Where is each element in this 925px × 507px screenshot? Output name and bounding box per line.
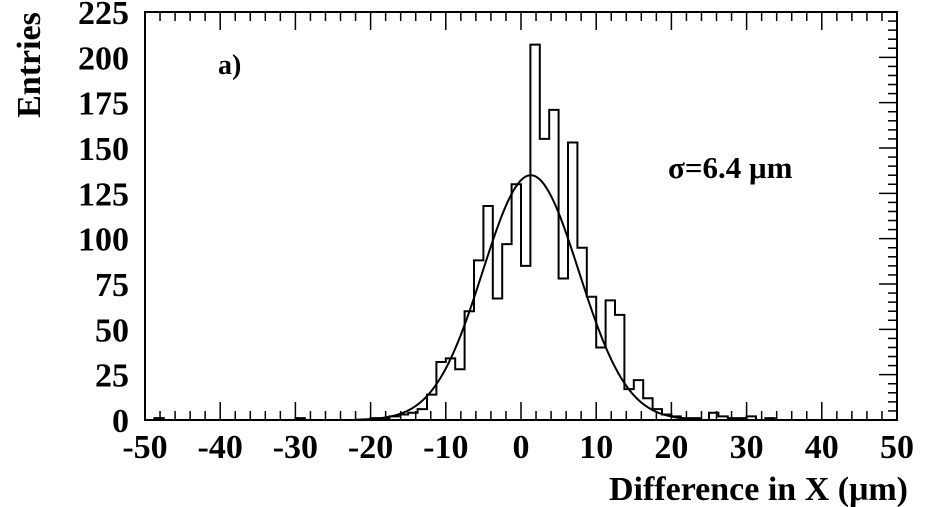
histogram-bin [521, 266, 530, 420]
x-tick-label: 30 [730, 429, 764, 466]
tick-labels: -50 -40 -30 -20 -10 0 10 20 30 40 50 0 25 50 75 100 125 1… [78, 0, 914, 466]
y-tick-label: 100 [78, 222, 129, 259]
histogram-bin [549, 110, 558, 420]
y-tick-label: 75 [95, 267, 129, 304]
histogram-bin [493, 299, 502, 420]
y-tick-label: 150 [78, 131, 129, 168]
y-axis-label: Entries [11, 12, 48, 118]
x-tick-label: 40 [805, 429, 839, 466]
x-tick-label: 10 [579, 429, 613, 466]
histogram-bin [596, 347, 605, 420]
x-tick-label: 50 [880, 429, 914, 466]
axis-ticks [144, 11, 898, 421]
histogram-bin [615, 315, 624, 420]
histogram-bin [502, 244, 511, 420]
histogram-bin [568, 143, 577, 420]
y-tick-label: 50 [95, 312, 129, 349]
histogram-bin [559, 279, 568, 420]
x-tick-label: -50 [122, 429, 167, 466]
histogram-bin [418, 409, 427, 420]
x-tick-label: -40 [198, 429, 243, 466]
x-tick-label: -20 [348, 429, 393, 466]
histogram-bin [587, 297, 596, 420]
panel-label: a) [218, 50, 241, 81]
y-tick-label: 225 [78, 0, 129, 32]
histogram-bin [530, 45, 539, 420]
sigma-annotation: σ=6.4 μm [668, 150, 793, 185]
x-tick-label: 20 [654, 429, 688, 466]
x-axis-label: Difference in X (μm) [609, 471, 908, 507]
y-tick-label: 25 [95, 358, 129, 395]
histogram-bin [483, 206, 492, 420]
x-tick-label: 0 [513, 429, 530, 466]
gaussian-fit-curve [355, 174, 702, 421]
y-tick-label: 175 [78, 86, 129, 123]
histogram-bin [455, 369, 464, 420]
histogram-bin [512, 184, 521, 420]
y-tick-label: 200 [78, 40, 129, 77]
plot-frame [144, 11, 898, 421]
histogram-outline [145, 43, 897, 421]
histogram-bin [427, 395, 436, 420]
y-tick-label: 125 [78, 176, 129, 213]
x-tick-label: -10 [423, 429, 468, 466]
x-tick-label: -30 [273, 429, 318, 466]
histogram-bin [465, 311, 474, 420]
y-tick-label: 0 [112, 403, 129, 440]
histogram-bin [606, 300, 615, 420]
